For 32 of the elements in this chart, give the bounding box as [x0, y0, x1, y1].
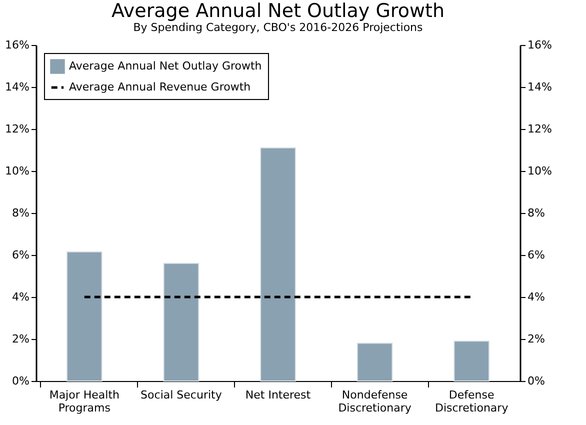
- y-tick-label: 0%: [12, 374, 30, 388]
- chart-title: Average Annual Net Outlay Growth: [112, 0, 444, 22]
- x-tick-label: Nondefense Discretionary: [338, 388, 412, 414]
- y2-tick-label: 10%: [528, 164, 552, 178]
- x-tick-label: Social Security: [140, 388, 222, 402]
- y-tick-label: 16%: [5, 38, 30, 52]
- y-tick-label: 10%: [5, 164, 30, 178]
- bar: [260, 147, 296, 382]
- y-tick-label: 14%: [5, 80, 30, 94]
- y-tick-label: 4%: [12, 290, 30, 304]
- y2-tick-label: 6%: [528, 248, 545, 262]
- y2-tick-label: 12%: [528, 122, 552, 136]
- y2-tick-label: 0%: [528, 374, 545, 388]
- y2-tick-label: 16%: [528, 38, 552, 52]
- y-tick-label: 6%: [12, 248, 30, 262]
- y2-tick-label: 14%: [528, 80, 552, 94]
- y2-tick-label: 4%: [528, 290, 545, 304]
- y2-tick-label: 2%: [528, 332, 545, 346]
- x-tick-label: Major Health Programs: [49, 388, 120, 414]
- x-tick-label: Defense Discretionary: [435, 388, 509, 414]
- legend-label: Average Annual Revenue Growth: [69, 80, 251, 94]
- y-tick-label: 2%: [12, 332, 30, 346]
- y-tick-label: 12%: [5, 122, 30, 136]
- bar: [356, 342, 393, 382]
- chart-subtitle: By Spending Category, CBO's 2016-2026 Projections: [133, 21, 424, 34]
- bar: [163, 262, 200, 382]
- x-tick-label: Net Interest: [245, 388, 312, 402]
- legend-label: Average Annual Net Outlay Growth: [69, 60, 262, 72]
- y-tick-label: 8%: [12, 206, 30, 220]
- bar: [454, 340, 490, 382]
- y2-tick-label: 8%: [528, 206, 545, 220]
- bar: [66, 251, 102, 382]
